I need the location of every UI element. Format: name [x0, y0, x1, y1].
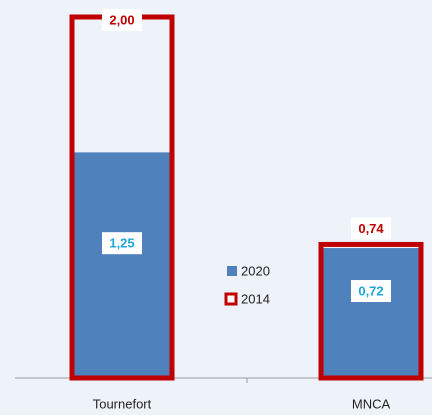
legend-label: 2020 [241, 263, 270, 278]
legend-swatch [227, 266, 237, 276]
value-label: 0,74 [358, 221, 384, 236]
value-label-box [351, 280, 391, 303]
x-tick-label: MNCA [352, 396, 391, 411]
bar-outline [318, 241, 424, 381]
value-label-box [351, 217, 391, 240]
value-label-box [102, 232, 142, 255]
bar [74, 152, 170, 378]
value-label: 1,25 [109, 236, 134, 251]
value-label: 2,00 [109, 12, 134, 27]
x-tick-label: Tournefort [93, 396, 152, 411]
bar [323, 248, 419, 378]
legend-swatch [224, 292, 238, 306]
legend-label: 2014 [241, 291, 270, 306]
value-label: 0,72 [358, 283, 383, 298]
value-label-box [102, 9, 142, 31]
